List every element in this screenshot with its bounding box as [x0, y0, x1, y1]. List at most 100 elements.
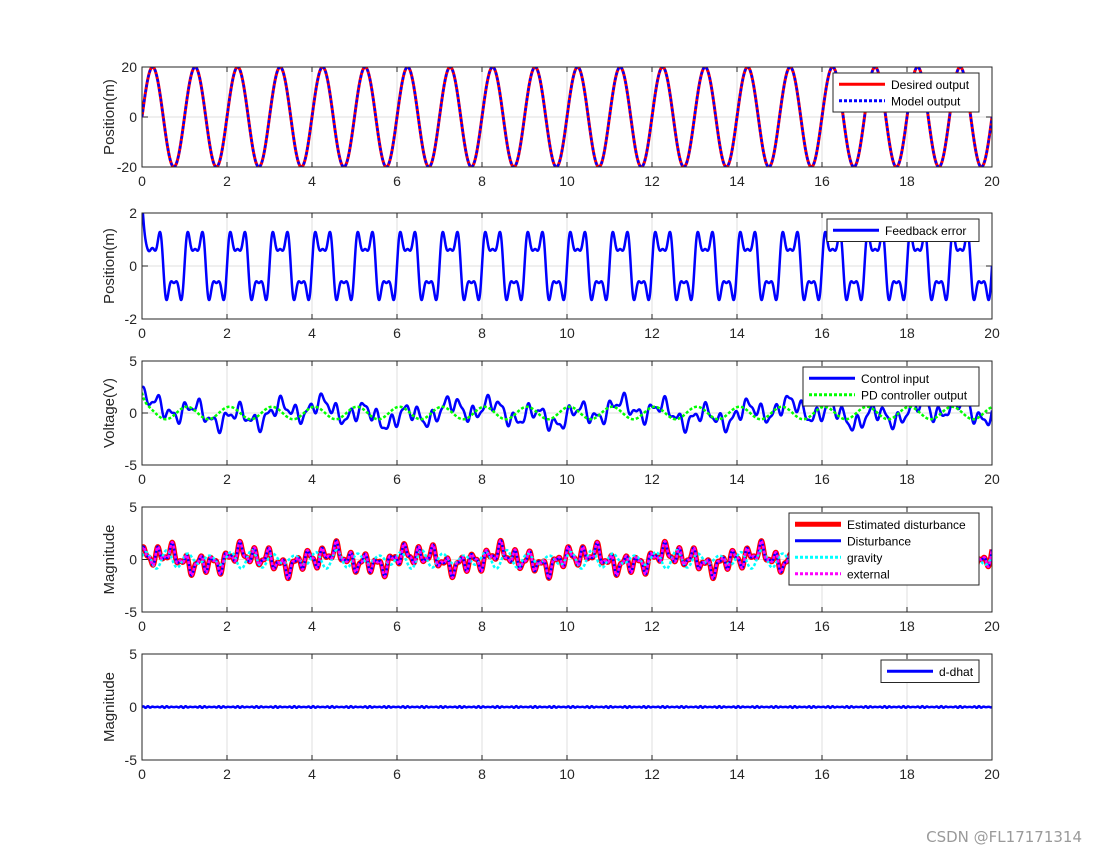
x-tick-label: 18 [899, 325, 915, 341]
x-tick-label: 16 [814, 325, 830, 341]
axes-box [141, 653, 993, 761]
y-tick-label: 5 [129, 499, 137, 515]
x-tick-label: 4 [308, 471, 316, 487]
legend-box [826, 218, 980, 242]
x-tick-label: 20 [984, 173, 1000, 189]
x-tick-label: 6 [393, 618, 401, 634]
y-tick-label: 0 [129, 405, 137, 421]
series-line-d-dhat [142, 704, 992, 710]
x-tick-label: 20 [984, 325, 1000, 341]
x-tick-label: 14 [729, 325, 745, 341]
x-tick-label: 12 [644, 471, 660, 487]
x-tick-label: 14 [729, 173, 745, 189]
y-tick-label: 5 [129, 353, 137, 369]
x-tick-label: 14 [729, 766, 745, 782]
axes-box [141, 212, 993, 320]
axes-box [141, 506, 993, 613]
y-axis-label: Position(m) [101, 79, 118, 155]
x-tick-label: 0 [138, 471, 146, 487]
x-tick-label: 16 [814, 618, 830, 634]
series-group [142, 213, 992, 302]
legend: d-dhat [880, 659, 980, 683]
legend-label: Disturbance [847, 534, 911, 548]
x-tick-label: 4 [308, 766, 316, 782]
x-tick-label: 16 [814, 471, 830, 487]
x-tick-label: 6 [393, 766, 401, 782]
y-axis-label: Position(m) [101, 228, 118, 304]
watermark: CSDN @FL17171314 [926, 828, 1082, 846]
x-tick-label: 12 [644, 173, 660, 189]
y-tick-label: -5 [125, 752, 138, 768]
series-group [142, 385, 992, 435]
x-tick-label: 16 [814, 173, 830, 189]
legend-box [832, 72, 980, 113]
x-tick-label: 18 [899, 173, 915, 189]
y-tick-label: 0 [129, 552, 137, 568]
x-tick-label: 2 [223, 325, 231, 341]
x-tick-label: 2 [223, 471, 231, 487]
y-tick-label: -2 [125, 311, 138, 327]
x-tick-label: 16 [814, 766, 830, 782]
x-tick-label: 2 [223, 618, 231, 634]
x-tick-label: 20 [984, 766, 1000, 782]
legend: Desired output Model output [832, 72, 980, 113]
x-tick-label: 0 [138, 173, 146, 189]
legend-label: gravity [847, 551, 882, 565]
y-tick-label: 0 [129, 258, 137, 274]
x-tick-label: 10 [559, 173, 575, 189]
legend-label: d-dhat [939, 665, 974, 679]
x-tick-label: 6 [393, 471, 401, 487]
y-tick-label: 0 [129, 109, 137, 125]
x-tick-label: 2 [223, 173, 231, 189]
legend-box [802, 366, 980, 407]
x-tick-label: 8 [478, 766, 486, 782]
y-tick-label: 20 [121, 59, 137, 75]
x-tick-label: 12 [644, 618, 660, 634]
x-tick-label: 10 [559, 325, 575, 341]
y-tick-label: -5 [125, 604, 138, 620]
x-tick-label: 8 [478, 471, 486, 487]
x-tick-label: 8 [478, 325, 486, 341]
x-tick-label: 14 [729, 618, 745, 634]
x-tick-label: 0 [138, 618, 146, 634]
y-tick-label: -5 [125, 457, 138, 473]
y-axis-label: Voltage(V) [101, 378, 118, 448]
x-tick-label: 8 [478, 173, 486, 189]
x-tick-label: 20 [984, 618, 1000, 634]
legend-label: PD controller output [861, 388, 968, 402]
series-line-model-output [142, 67, 992, 167]
x-tick-label: 6 [393, 325, 401, 341]
legend-label: external [847, 567, 890, 581]
x-tick-label: 18 [899, 618, 915, 634]
x-tick-label: 4 [308, 173, 316, 189]
x-tick-label: 4 [308, 325, 316, 341]
x-tick-label: 0 [138, 766, 146, 782]
x-tick-label: 12 [644, 325, 660, 341]
axes-box [141, 360, 993, 466]
x-tick-label: 2 [223, 766, 231, 782]
x-tick-label: 10 [559, 618, 575, 634]
x-tick-label: 4 [308, 618, 316, 634]
x-tick-label: 20 [984, 471, 1000, 487]
legend: Estimated disturbance Disturbance gravity e… [788, 512, 980, 586]
axes-box [141, 66, 993, 168]
series-group [142, 704, 992, 710]
series-line-pd-controller-output [142, 392, 992, 421]
x-tick-label: 8 [478, 618, 486, 634]
x-tick-label: 0 [138, 325, 146, 341]
legend-label: Desired output [891, 78, 970, 92]
series-line-control-input [142, 385, 992, 435]
y-axis-label: Magnitude [101, 524, 118, 594]
legend-label: Estimated disturbance [847, 518, 966, 532]
legend-label: Model output [891, 94, 961, 108]
x-tick-label: 10 [559, 766, 575, 782]
y-axis-label: Magnitude [101, 672, 118, 742]
legend: Feedback error [826, 218, 980, 242]
series-group [142, 67, 992, 167]
